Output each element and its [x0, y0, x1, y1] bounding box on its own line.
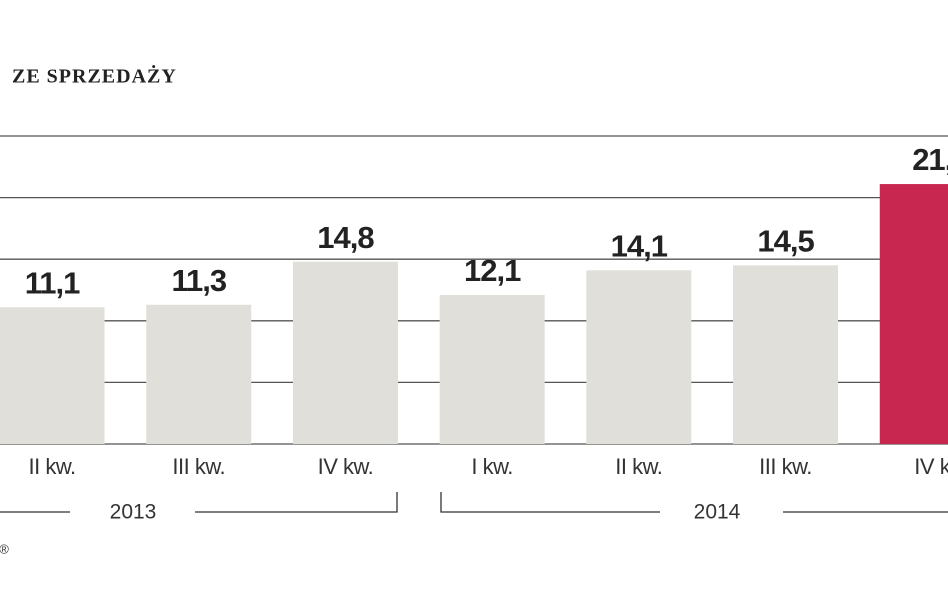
x-tick-label: II kw. [615, 454, 662, 479]
year-label: 2014 [694, 501, 741, 524]
value-label: 14,8 [317, 220, 374, 255]
value-label: 12,1 [464, 253, 521, 288]
year-bracket [0, 492, 398, 513]
x-tick-label: I kw. [471, 454, 513, 479]
x-tick-label: III kw. [759, 454, 812, 479]
bar [586, 270, 692, 444]
bar [292, 261, 398, 444]
value-label: 11,3 [171, 263, 226, 298]
source: ® [0, 541, 9, 556]
x-tick-label: III kw. [172, 454, 225, 479]
x-tick-label: II kw. [28, 454, 75, 479]
bar [439, 294, 545, 444]
chart-title: ZE SPRZEDAŻY [12, 64, 177, 88]
x-tick-label: IV kw. [318, 454, 374, 479]
bar [733, 265, 839, 444]
year-label: 2013 [110, 501, 157, 524]
x-tick-label: IV k [914, 454, 948, 479]
bar [879, 184, 948, 444]
value-label: 11,1 [25, 265, 80, 300]
value-label: 21, [912, 142, 948, 177]
value-label: 14,5 [757, 224, 814, 259]
bar [0, 307, 105, 444]
year-bracket [440, 492, 948, 513]
bar [146, 304, 252, 444]
value-label: 14,1 [611, 228, 668, 263]
